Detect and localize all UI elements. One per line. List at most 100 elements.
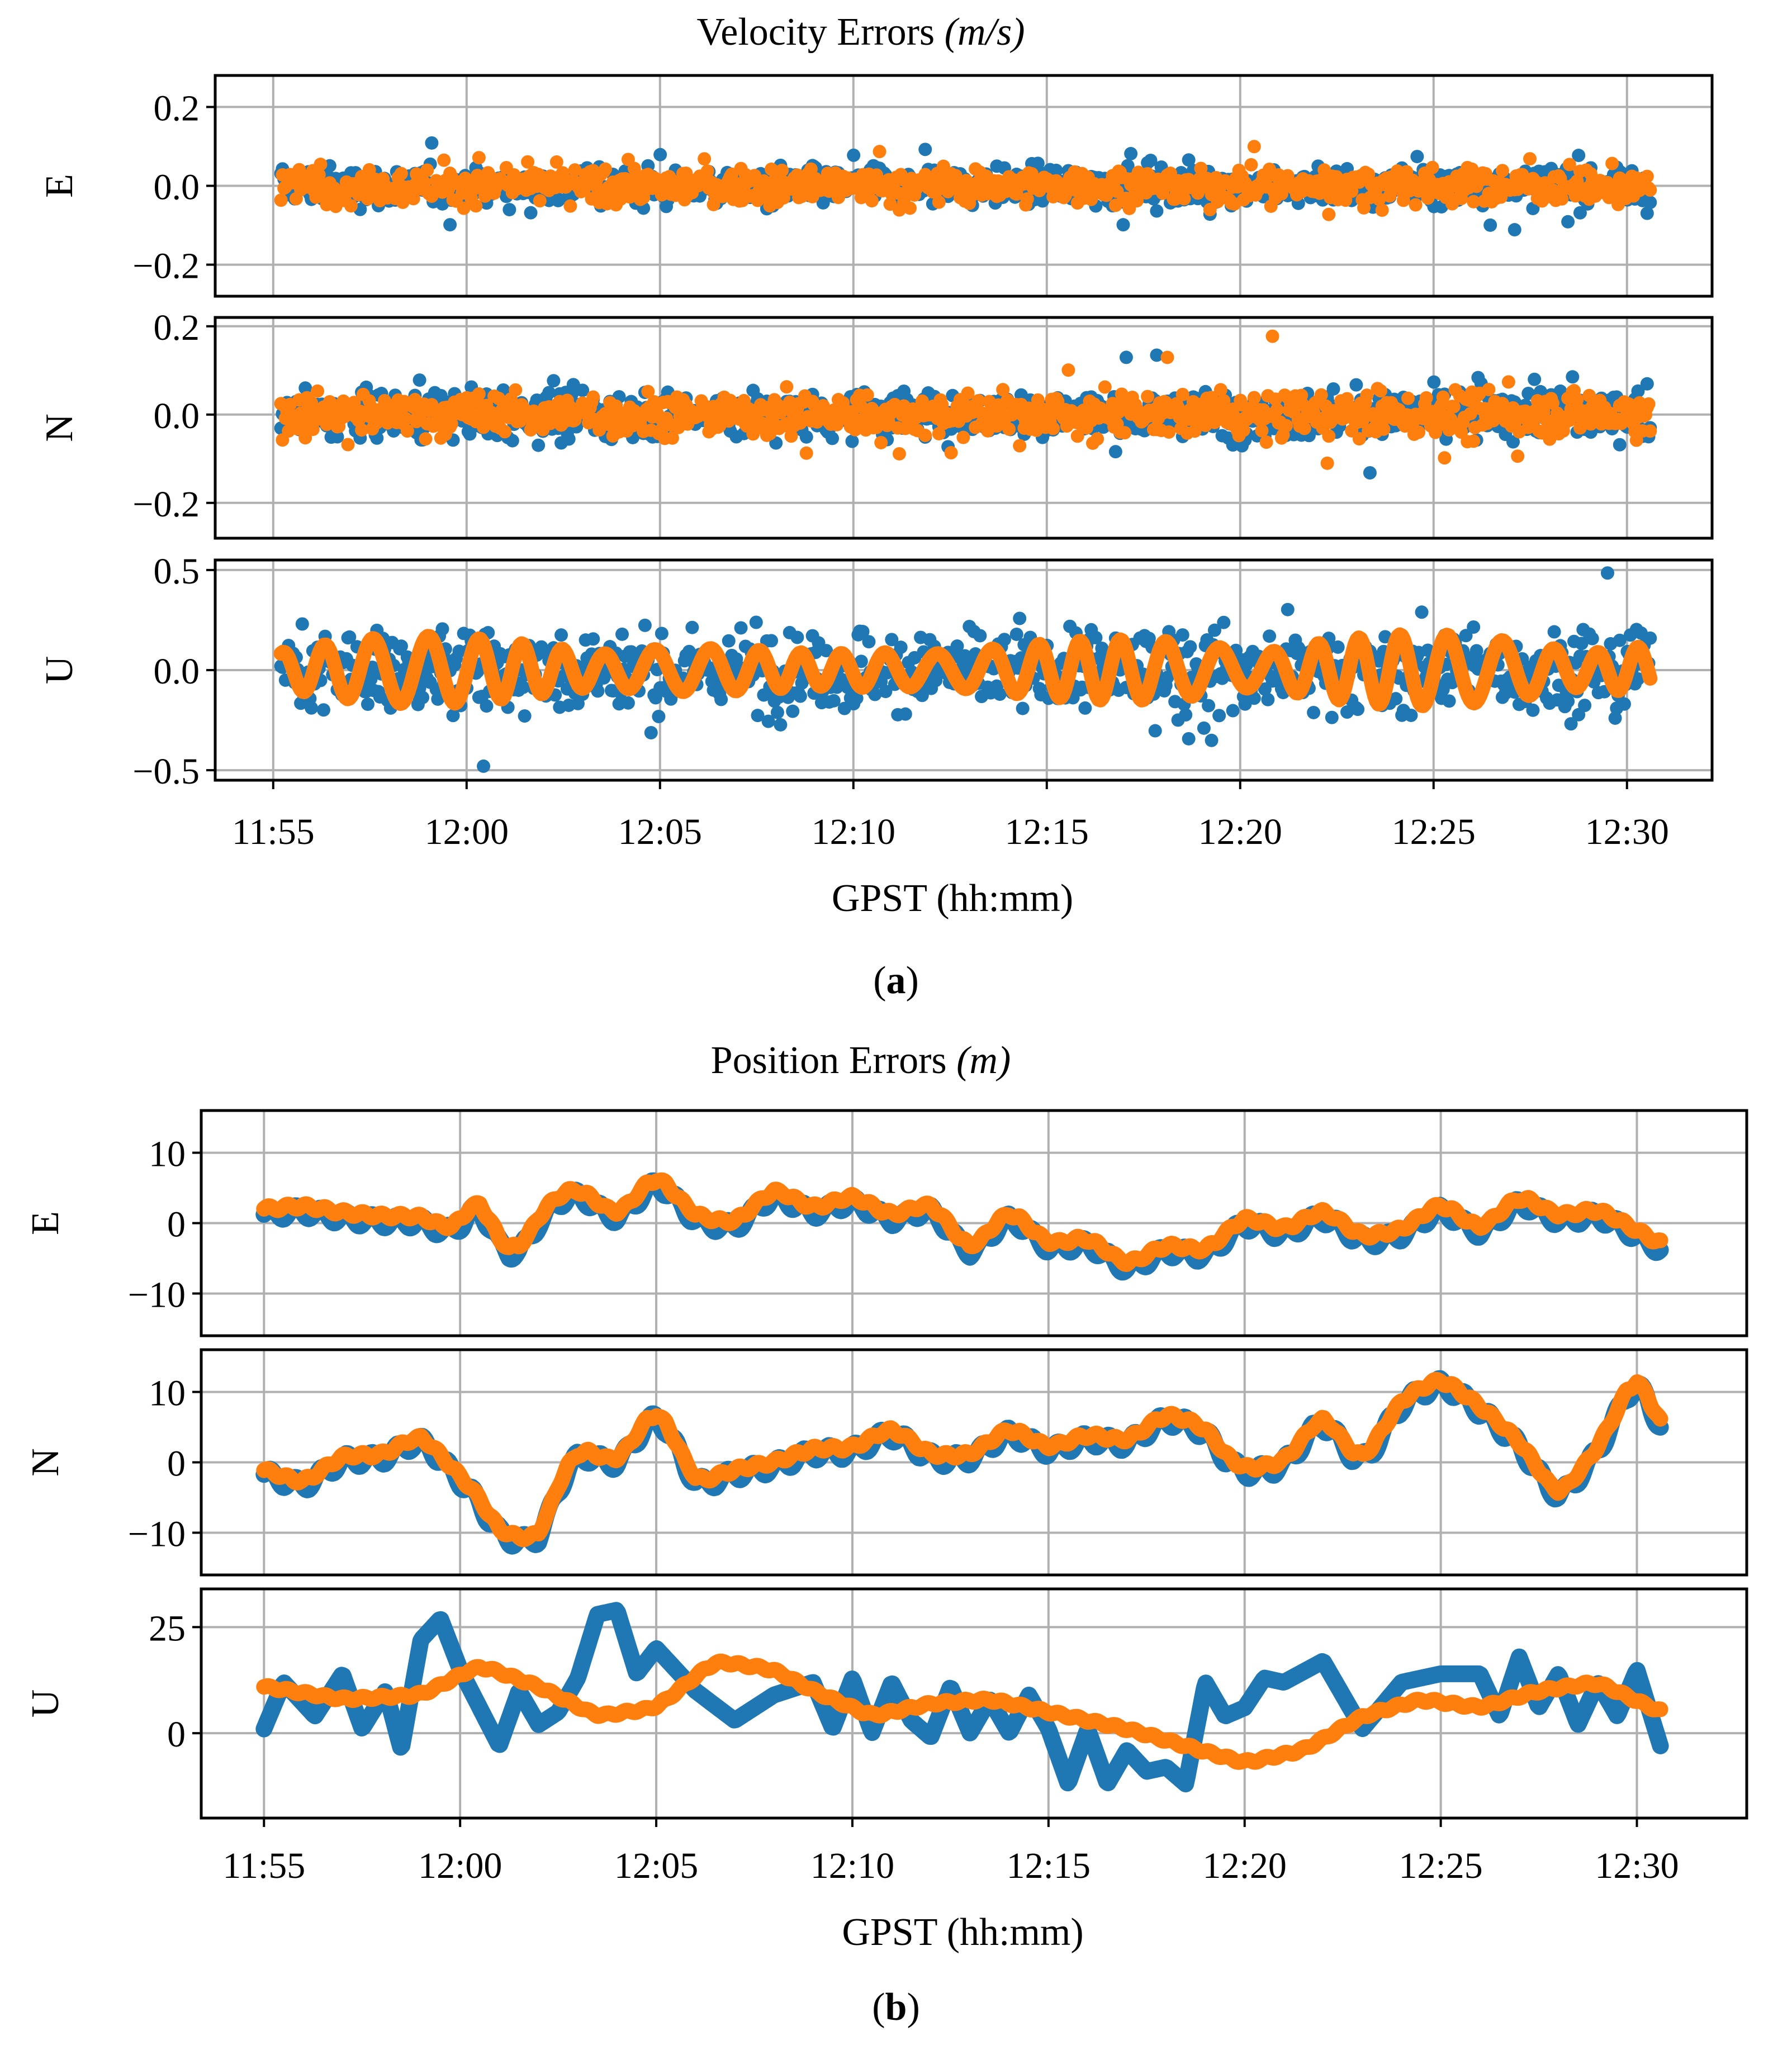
point-series-1 bbox=[1572, 149, 1586, 163]
point-series-2 bbox=[406, 192, 420, 206]
point-series-1 bbox=[722, 634, 736, 648]
point-series-1 bbox=[1643, 631, 1657, 645]
point-series-1 bbox=[1049, 163, 1063, 177]
point-series-1 bbox=[918, 143, 932, 156]
point-series-2 bbox=[1244, 158, 1258, 172]
point-series-2 bbox=[1247, 391, 1261, 405]
point-series-1 bbox=[1197, 721, 1211, 735]
line-series-2 bbox=[273, 627, 1658, 713]
point-series-2 bbox=[399, 412, 413, 426]
point-series-2 bbox=[932, 427, 946, 441]
x-axis-label-position: GPST (hh:mm) bbox=[842, 1911, 1083, 1954]
point-series-2 bbox=[1482, 382, 1496, 396]
point-series-2 bbox=[1329, 170, 1343, 184]
point-series-1 bbox=[586, 632, 600, 646]
point-series-1 bbox=[898, 707, 912, 721]
point-series-2 bbox=[509, 383, 523, 397]
x-tick-label-12:10: 12:10 bbox=[812, 812, 895, 852]
point-series-1 bbox=[1326, 382, 1340, 396]
point-series-1 bbox=[1561, 215, 1575, 229]
point-series-2 bbox=[472, 151, 486, 165]
point-series-1 bbox=[1631, 672, 1645, 686]
point-series-1 bbox=[547, 374, 561, 388]
point-series-2 bbox=[971, 393, 985, 407]
point-series-1 bbox=[1281, 602, 1295, 616]
point-series-1 bbox=[638, 618, 652, 632]
point-series-2 bbox=[1162, 425, 1176, 439]
point-series-1 bbox=[1307, 705, 1321, 719]
x-tick-label-12:20: 12:20 bbox=[1203, 1845, 1287, 1886]
point-series-1 bbox=[576, 383, 590, 397]
panel-ylabel-N: N bbox=[24, 1448, 67, 1477]
point-series-2 bbox=[1031, 393, 1045, 407]
y-tick-label-0: 0 bbox=[167, 1444, 186, 1484]
point-series-1 bbox=[854, 654, 868, 668]
point-series-2 bbox=[1322, 207, 1336, 221]
caption-a-close: ) bbox=[906, 959, 919, 1002]
point-series-1 bbox=[1378, 630, 1392, 644]
point-series-1 bbox=[826, 431, 840, 445]
caption-b-open: ( bbox=[872, 1986, 885, 2029]
line-series-2 bbox=[256, 1372, 1668, 1548]
point-series-2 bbox=[355, 423, 369, 437]
point-series-1 bbox=[790, 630, 804, 644]
point-series-1 bbox=[1547, 625, 1561, 639]
y-tick-label-10: 10 bbox=[149, 1134, 186, 1175]
point-series-1 bbox=[868, 687, 882, 701]
point-series-1 bbox=[847, 148, 861, 162]
point-series-1 bbox=[316, 703, 330, 717]
point-series-1 bbox=[1207, 623, 1221, 637]
point-series-1 bbox=[1263, 629, 1277, 643]
point-series-2 bbox=[1467, 434, 1481, 448]
point-series-1 bbox=[1389, 692, 1403, 706]
point-series-1 bbox=[591, 684, 605, 698]
point-series-2 bbox=[1297, 421, 1311, 435]
line-series-1 bbox=[255, 1172, 1669, 1281]
point-series-2 bbox=[903, 201, 917, 215]
point-series-1 bbox=[621, 696, 635, 710]
point-series-1 bbox=[1483, 218, 1497, 232]
point-series-1 bbox=[819, 644, 833, 658]
point-series-1 bbox=[1578, 699, 1592, 713]
x-tick-label-12:05: 12:05 bbox=[618, 812, 702, 852]
point-series-1 bbox=[1205, 733, 1219, 747]
point-series-2 bbox=[312, 168, 326, 182]
point-series-1 bbox=[1013, 611, 1027, 625]
point-series-1 bbox=[644, 725, 658, 739]
point-series-2 bbox=[1274, 187, 1288, 201]
point-series-2 bbox=[533, 194, 547, 208]
point-series-1 bbox=[1036, 194, 1050, 208]
point-series-1 bbox=[799, 430, 813, 444]
point-series-2 bbox=[1501, 375, 1515, 389]
y-tick-label-10: 10 bbox=[149, 1373, 186, 1414]
point-series-1 bbox=[1526, 202, 1540, 216]
point-series-2 bbox=[1070, 429, 1084, 443]
point-series-2 bbox=[1605, 156, 1619, 170]
point-series-2 bbox=[563, 199, 577, 213]
point-series-2 bbox=[956, 430, 970, 444]
point-series-1 bbox=[1640, 377, 1654, 391]
x-tick-label-12:20: 12:20 bbox=[1198, 812, 1282, 852]
point-series-2 bbox=[1511, 449, 1525, 463]
y-tick-label-0: 0 bbox=[167, 1204, 186, 1245]
point-series-1 bbox=[1217, 615, 1231, 629]
point-series-2 bbox=[1098, 380, 1112, 394]
point-series-2 bbox=[472, 387, 486, 401]
point-series-2 bbox=[1372, 192, 1386, 206]
point-series-2 bbox=[874, 435, 888, 449]
chart-title-position: Position Errors (m) bbox=[711, 1039, 1011, 1082]
series-group bbox=[255, 1602, 1669, 1792]
point-series-2 bbox=[1175, 387, 1189, 401]
point-series-1 bbox=[435, 622, 449, 636]
point-series-2 bbox=[1314, 388, 1328, 402]
point-series-1 bbox=[1325, 710, 1339, 724]
x-tick-label-12:25: 12:25 bbox=[1398, 1845, 1482, 1886]
point-series-1 bbox=[950, 639, 964, 653]
y-tick-label-0.0: 0.0 bbox=[154, 167, 200, 208]
point-series-1 bbox=[1124, 146, 1138, 160]
point-series-2 bbox=[549, 155, 563, 169]
panel-position-E bbox=[192, 1109, 1748, 1337]
point-series-1 bbox=[885, 633, 899, 647]
chart-title-unit-position: (m) bbox=[956, 1039, 1011, 1082]
point-series-2 bbox=[1320, 456, 1334, 470]
